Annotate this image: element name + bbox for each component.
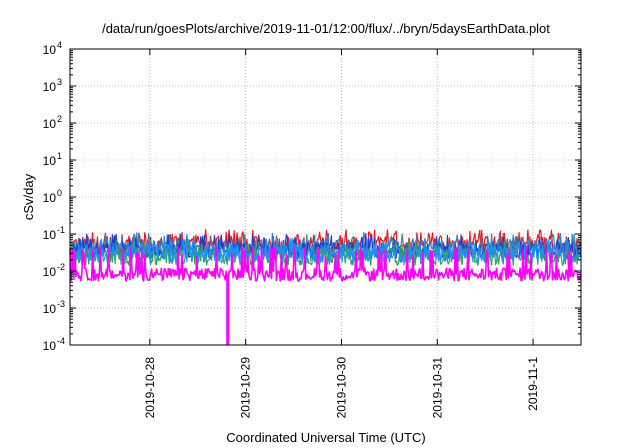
y-tick-exponent: -4 [57,336,65,346]
y-axis-label: cSv/day [21,173,36,220]
series-line [69,246,582,282]
series-line [69,237,582,264]
chart-title: /data/run/goesPlots/archive/2019-11-01/1… [102,21,550,36]
x-tick-label: 2019-10-28 [143,357,157,419]
y-tick-exponent: -1 [57,225,65,235]
x-axis: 2019-10-28 2019-10-29 2019-10-30 2019-10-31… [143,49,540,418]
y-tick-exponent: 4 [57,40,62,50]
y-tick-label: 10 [43,302,57,316]
y-tick-label: 10 [43,265,57,279]
y-tick-label: 10 [43,154,57,168]
x-tick-label: 2019-10-31 [430,357,444,419]
x-tick-label: 2019-10-29 [239,357,253,419]
y-tick-label: 10 [43,191,57,205]
y-tick-label: 10 [43,117,57,131]
y-tick-exponent: 1 [57,151,62,161]
x-tick-label: 2019-11-1 [526,357,540,411]
y-tick-label: 10 [43,80,57,94]
y-tick-exponent: 2 [57,114,62,124]
y-tick-label: 10 [43,43,57,57]
y-tick-exponent: -2 [57,262,65,272]
y-tick-exponent: 3 [57,77,62,87]
y-tick-exponent: 0 [57,188,62,198]
x-axis-label: Coordinated Universal Time (UTC) [226,430,425,445]
x-tick-label: 2019-10-30 [334,357,348,419]
grid-lines [70,49,581,345]
y-tick-label: 10 [43,339,57,353]
data-series [69,229,582,345]
y-tick-label: 10 [43,228,57,242]
y-tick-exponent: -3 [57,299,65,309]
